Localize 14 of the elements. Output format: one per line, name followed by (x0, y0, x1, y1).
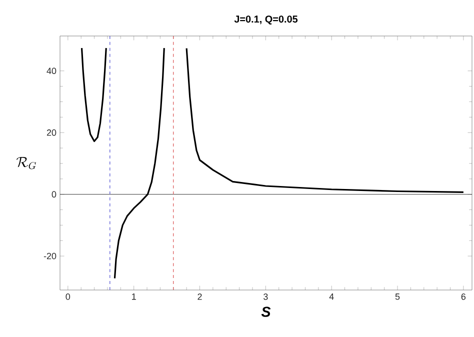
x-tick-label: 0 (66, 294, 70, 300)
y-tick-label: -20 (44, 252, 56, 260)
chart-title: J=0.1, Q=0.05 (234, 16, 298, 25)
x-tick-label: 2 (198, 294, 202, 300)
x-tick-label: 3 (264, 294, 268, 300)
y-axis-title: $\mathcal{R}_G$ (16, 157, 36, 170)
x-tick-label: 5 (395, 294, 400, 300)
x-tick-label: 4 (329, 294, 334, 300)
x-tick-label: 1 (132, 294, 136, 300)
x-axis-title: S (261, 306, 271, 317)
x-tick-label: 6 (461, 294, 466, 300)
y-tick-label: 0 (52, 191, 56, 198)
y-tick-label: 40 (46, 68, 56, 74)
y-tick-label: 20 (46, 129, 56, 136)
